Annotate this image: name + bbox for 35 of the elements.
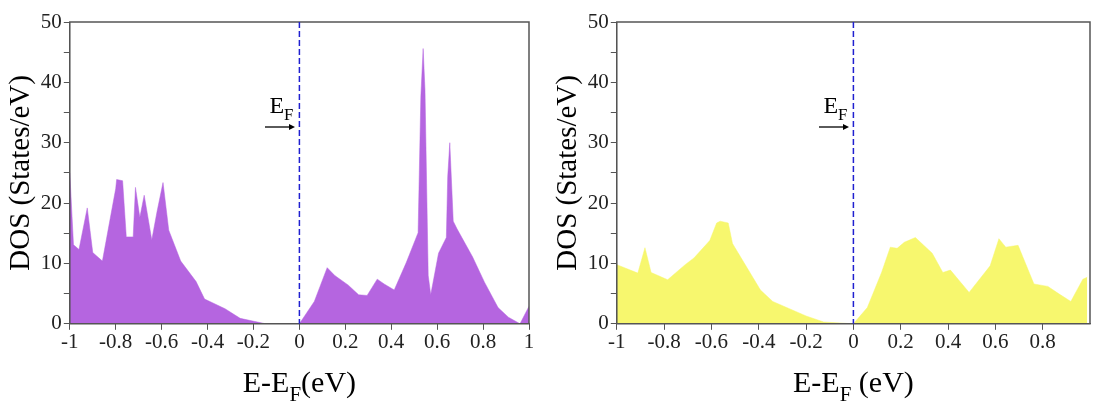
x-tick-label: -0.4 [742, 328, 776, 353]
x-tick-label: -1 [608, 328, 626, 353]
x-tick-label: -0.4 [190, 328, 225, 353]
y-tick-label: 50 [587, 8, 609, 33]
x-tick-label: -0.6 [694, 328, 729, 353]
x-tick-label: 0.6 [424, 328, 451, 353]
x-tick-label: 0.4 [934, 328, 962, 353]
x-tick-label: 0.2 [887, 328, 914, 353]
x-tick-label: -0.2 [236, 328, 271, 353]
x-tick-label: -0.8 [99, 328, 133, 353]
x-tick-label: -0.6 [145, 328, 179, 353]
x-tick-label: -1 [61, 328, 79, 353]
x-tick-label: 0.8 [469, 328, 497, 353]
y-tick-label: 10 [587, 249, 609, 274]
y-tick-label: 30 [40, 129, 62, 154]
y-tick-label: 0 [598, 310, 609, 335]
y-tick-label: 50 [40, 8, 62, 33]
y-tick-label: 20 [40, 189, 62, 214]
y-tick-label: 30 [587, 129, 609, 154]
x-tick-label: -0.2 [789, 328, 823, 353]
y-axis-title: DOS (States/eV) [550, 75, 584, 271]
x-tick-label: -0.8 [647, 328, 681, 353]
x-tick-label: 0 [294, 328, 305, 353]
x-tick-label: 0.4 [378, 328, 405, 353]
y-tick-label: 20 [587, 189, 609, 214]
x-tick-label: 0.2 [332, 328, 359, 353]
y-tick-label: 40 [587, 68, 609, 93]
y-tick-label: 40 [40, 68, 62, 93]
y-tick-label: 10 [40, 249, 62, 274]
x-tick-label: 1 [523, 328, 535, 353]
x-tick-label: 0.8 [1029, 328, 1056, 353]
y-axis-title: DOS (States/eV) [3, 75, 37, 271]
y-tick-label: 0 [51, 310, 62, 335]
x-tick-label: 0.6 [982, 328, 1009, 353]
x-tick-label: 0 [848, 328, 859, 353]
